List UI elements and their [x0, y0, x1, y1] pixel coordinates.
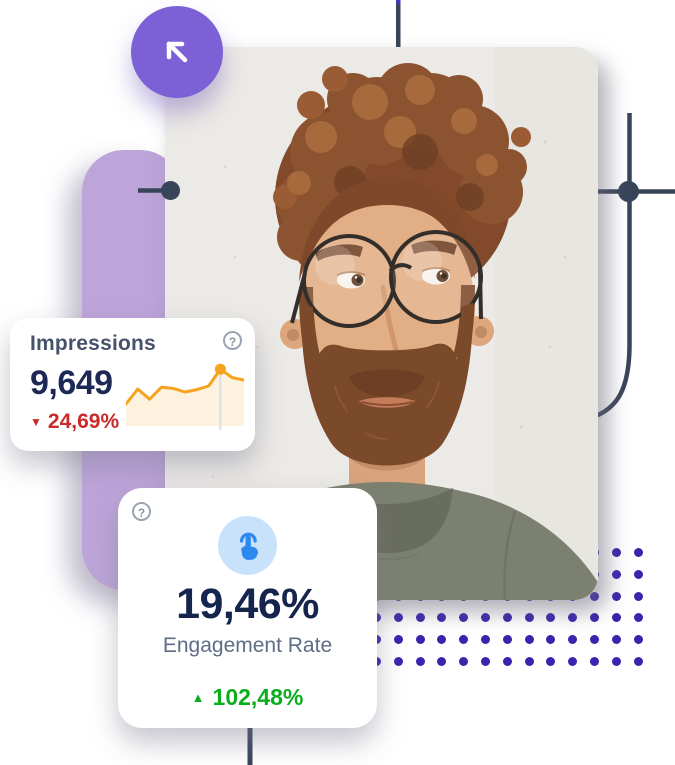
grid-dot: [502, 635, 512, 645]
impressions-sparkline-chart: [126, 363, 244, 430]
grid-dot: [437, 635, 447, 645]
impressions-title: Impressions: [30, 332, 156, 355]
glasses: [290, 230, 483, 328]
tap-gesture-icon: [239, 532, 258, 560]
sparkline-area: [126, 369, 244, 426]
eyebrows: [315, 240, 457, 261]
grid-dot: [611, 635, 621, 645]
impressions-delta-value: 24,69%: [47, 410, 120, 433]
impressions-delta: ▼ 24,69%: [30, 410, 119, 434]
grid-dot: [459, 635, 469, 645]
grid-dot: [459, 657, 469, 666]
grid-dot: [633, 569, 643, 579]
grid-dot: [633, 635, 643, 645]
grid-dot: [611, 657, 621, 666]
grid-dot: [546, 657, 556, 666]
eyes: [336, 267, 451, 289]
grid-dot: [459, 613, 469, 623]
grid-dot: [611, 591, 621, 601]
grid-dot: [633, 591, 643, 601]
grid-dot: [633, 657, 643, 666]
engagement-delta-value: 102,48%: [212, 684, 304, 710]
grid-dot: [393, 635, 403, 645]
grid-dot: [481, 635, 490, 645]
engagement-delta: ▲ 102,48%: [118, 684, 377, 711]
top-vertical-line: [396, 4, 401, 48]
grid-dot: [590, 657, 599, 666]
grid-dot: [590, 591, 599, 601]
grid-dot: [415, 657, 425, 666]
grid-dot: [393, 613, 403, 623]
beard: [301, 303, 473, 466]
grid-dot: [502, 657, 512, 666]
arrow-up-left-icon: [166, 41, 188, 63]
impressions-card: Impressions ? 9,649 ▼ 24,69%: [10, 318, 255, 451]
sparkline-marker-dot: [214, 363, 226, 375]
triangle-up-icon: ▲: [191, 690, 205, 705]
grid-dot: [611, 569, 621, 579]
tap-icon-badge: [218, 516, 277, 575]
engagement-rate-card: ? 19,46% Engagement Rate ▲ 102,48%: [118, 488, 377, 728]
grid-dot: [590, 635, 599, 645]
grid-dot: [415, 635, 425, 645]
crosshair-dot: [618, 181, 639, 202]
top-line-purple-tip: [396, 0, 401, 6]
grid-dot: [524, 635, 534, 645]
grid-dot: [568, 613, 578, 623]
portrait-photo-illustration: [165, 47, 598, 600]
impressions-value: 9,649: [30, 364, 113, 402]
grid-dot: [524, 613, 534, 623]
grid-dot: [611, 548, 621, 557]
grid-dot: [481, 657, 490, 666]
grid-dot: [546, 635, 556, 645]
help-icon[interactable]: ?: [223, 331, 242, 350]
engagement-rate-label: Engagement Rate: [162, 634, 333, 657]
grid-dot: [415, 613, 425, 623]
grid-dot: [524, 657, 534, 666]
grid-dot: [481, 613, 490, 623]
grid-dot: [590, 613, 599, 623]
triangle-down-icon: ▼: [30, 415, 42, 429]
portrait-photo-card: [165, 47, 598, 600]
grid-dot: [437, 657, 447, 666]
grid-dot: [611, 613, 621, 623]
hairline: [299, 177, 475, 282]
grid-dot: [393, 657, 403, 666]
grid-dot: [502, 613, 512, 623]
grid-dot: [568, 657, 578, 666]
help-icon[interactable]: ?: [132, 502, 151, 521]
grid-dot: [437, 613, 447, 623]
wall-speckles: [211, 140, 567, 479]
arrow-circle-button[interactable]: [131, 6, 223, 98]
grid-dot: [568, 635, 578, 645]
grid-dot: [546, 613, 556, 623]
grid-dot: [633, 548, 643, 557]
grid-dot: [633, 613, 643, 623]
engagement-rate-value: 19,46%: [176, 580, 319, 628]
